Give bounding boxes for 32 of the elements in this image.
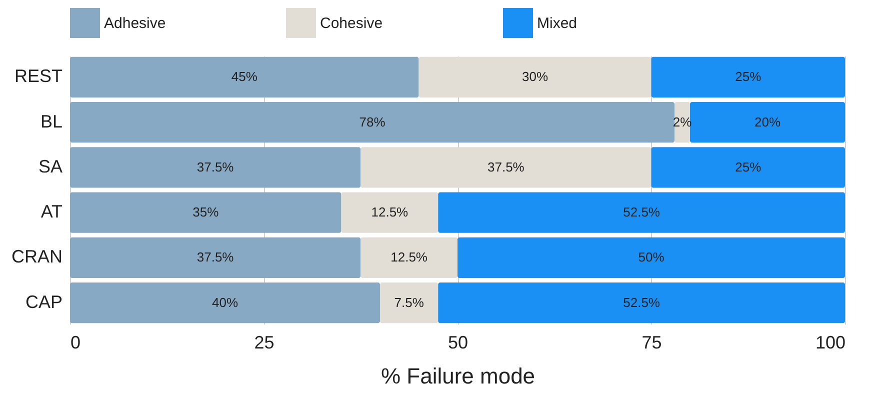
data-label: 35% <box>192 204 220 220</box>
data-label: 37.5% <box>488 159 525 174</box>
x-tick-label: 0 <box>70 332 81 352</box>
x-tick-label: 100 <box>815 332 846 352</box>
data-label: 78% <box>359 114 386 130</box>
data-label: 20% <box>754 114 781 130</box>
data-label: 25% <box>735 159 762 174</box>
x-tick-label: 75 <box>642 332 662 352</box>
y-tick-label: CRAN <box>11 246 62 267</box>
data-label: 12.5% <box>371 204 409 220</box>
data-label: 37.5% <box>196 159 234 174</box>
y-tick-label: REST <box>14 66 62 86</box>
x-tick-label: 25 <box>254 332 274 352</box>
data-label: 12.5% <box>390 250 428 265</box>
data-label: 37.5% <box>196 250 234 265</box>
legend-label: Adhesive <box>104 15 166 32</box>
data-label: 7.5% <box>394 294 424 310</box>
data-label: 45% <box>231 69 258 84</box>
data-label: 52.5% <box>623 204 660 220</box>
legend-label: Cohesive <box>320 15 383 32</box>
y-tick-label: SA <box>38 156 62 176</box>
data-label: 40% <box>212 294 238 310</box>
data-label: 25% <box>735 69 762 84</box>
y-tick-label: BL <box>40 111 62 132</box>
data-label: 50% <box>638 250 665 265</box>
data-label: 52.5% <box>623 294 660 310</box>
y-tick-label: AT <box>40 202 62 222</box>
x-tick-label: 50 <box>448 332 468 352</box>
data-label: 30% <box>522 69 548 84</box>
x-axis-title: % Failure mode <box>380 364 536 388</box>
y-tick-label: CAP <box>25 292 62 312</box>
legend-label: Mixed <box>537 15 578 32</box>
